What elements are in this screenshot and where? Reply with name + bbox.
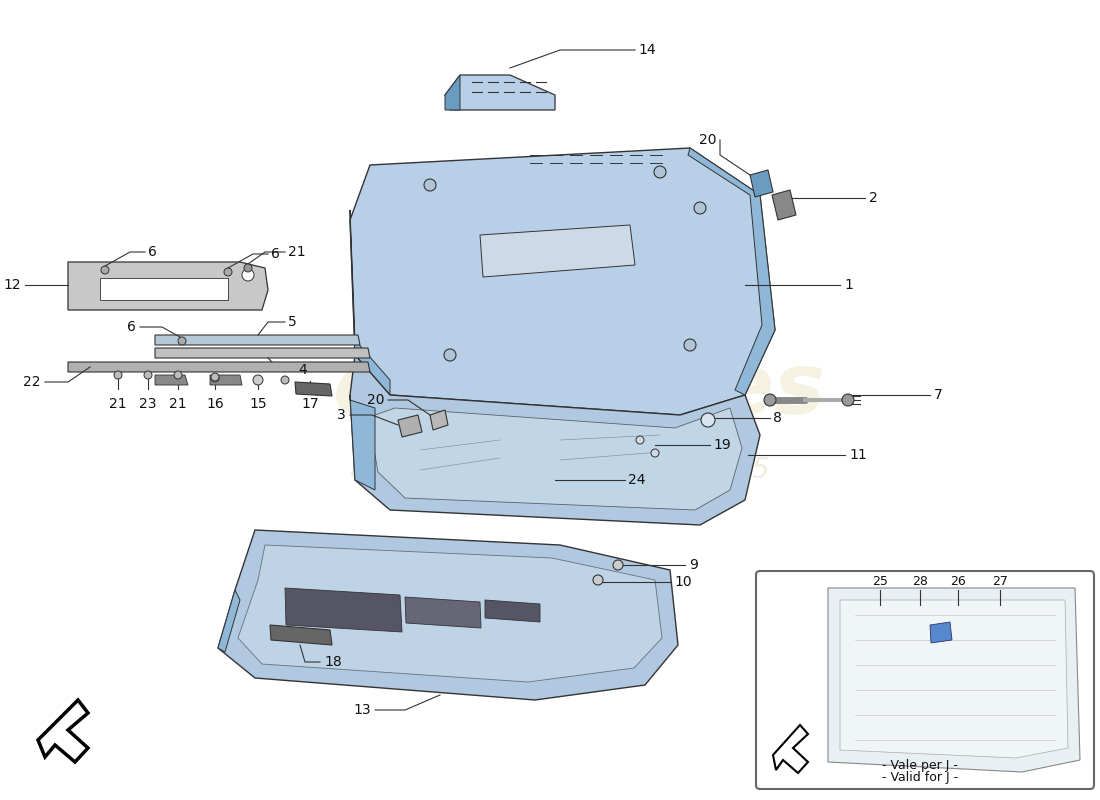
- Polygon shape: [285, 588, 402, 632]
- Circle shape: [684, 339, 696, 351]
- Polygon shape: [155, 375, 188, 385]
- Polygon shape: [372, 408, 742, 510]
- Text: 14: 14: [638, 43, 656, 57]
- Circle shape: [651, 449, 659, 457]
- Text: 13: 13: [353, 703, 371, 717]
- Polygon shape: [218, 530, 678, 700]
- Text: 6: 6: [271, 247, 279, 261]
- Polygon shape: [350, 148, 776, 415]
- Circle shape: [178, 337, 186, 345]
- Text: 20: 20: [698, 133, 716, 147]
- Circle shape: [114, 371, 122, 379]
- Polygon shape: [100, 278, 228, 300]
- Polygon shape: [68, 362, 370, 372]
- Text: 21: 21: [169, 397, 187, 411]
- Text: - Valid for J -: - Valid for J -: [882, 771, 958, 785]
- Text: 6: 6: [148, 245, 157, 259]
- Text: 9: 9: [689, 558, 697, 572]
- Circle shape: [211, 374, 219, 382]
- Text: 21: 21: [109, 397, 126, 411]
- Text: 11: 11: [849, 448, 867, 462]
- Polygon shape: [750, 170, 773, 197]
- Polygon shape: [485, 600, 540, 622]
- Polygon shape: [350, 210, 390, 395]
- Text: europares: europares: [333, 349, 826, 431]
- Polygon shape: [480, 225, 635, 277]
- Text: a passion for parts since 1985: a passion for parts since 1985: [350, 456, 770, 484]
- Polygon shape: [39, 700, 88, 762]
- Polygon shape: [840, 600, 1068, 758]
- Circle shape: [244, 264, 252, 272]
- Polygon shape: [238, 545, 662, 682]
- Polygon shape: [295, 382, 332, 396]
- Text: 3: 3: [338, 408, 346, 422]
- Circle shape: [444, 349, 456, 361]
- Circle shape: [636, 436, 644, 444]
- Polygon shape: [688, 148, 776, 395]
- Polygon shape: [772, 190, 796, 220]
- Text: 6: 6: [128, 320, 136, 334]
- Polygon shape: [430, 410, 448, 430]
- Circle shape: [654, 166, 666, 178]
- Circle shape: [253, 375, 263, 385]
- Text: 5: 5: [288, 315, 297, 329]
- Circle shape: [280, 376, 289, 384]
- Polygon shape: [930, 622, 952, 643]
- Polygon shape: [155, 335, 360, 345]
- Text: 20: 20: [366, 393, 384, 407]
- Polygon shape: [446, 75, 460, 110]
- Text: 28: 28: [912, 575, 928, 588]
- Polygon shape: [398, 415, 422, 437]
- FancyBboxPatch shape: [756, 571, 1094, 789]
- Text: 25: 25: [872, 575, 888, 588]
- Text: 17: 17: [301, 397, 319, 411]
- Polygon shape: [350, 395, 375, 490]
- Circle shape: [424, 179, 436, 191]
- Text: - Vale per J -: - Vale per J -: [882, 759, 958, 773]
- Polygon shape: [68, 262, 268, 310]
- Circle shape: [593, 575, 603, 585]
- Polygon shape: [210, 375, 242, 385]
- Polygon shape: [828, 588, 1080, 772]
- Circle shape: [242, 269, 254, 281]
- Text: 7: 7: [934, 388, 943, 402]
- Text: 15: 15: [250, 397, 267, 411]
- Circle shape: [101, 266, 109, 274]
- Text: 16: 16: [206, 397, 224, 411]
- Text: 2: 2: [869, 191, 878, 205]
- Text: 19: 19: [713, 438, 730, 452]
- Circle shape: [764, 394, 776, 406]
- Text: 1: 1: [844, 278, 852, 292]
- Text: 12: 12: [3, 278, 21, 292]
- Text: 10: 10: [674, 575, 692, 589]
- Text: 22: 22: [23, 375, 41, 389]
- Circle shape: [694, 202, 706, 214]
- Text: 4: 4: [298, 363, 307, 377]
- Text: 23: 23: [140, 397, 156, 411]
- Circle shape: [174, 371, 182, 379]
- Circle shape: [842, 394, 854, 406]
- Circle shape: [613, 560, 623, 570]
- Polygon shape: [270, 625, 332, 645]
- Polygon shape: [155, 348, 370, 358]
- Polygon shape: [405, 597, 481, 628]
- Circle shape: [144, 371, 152, 379]
- Text: 24: 24: [628, 473, 646, 487]
- Polygon shape: [218, 590, 240, 652]
- Text: 18: 18: [324, 655, 342, 669]
- Polygon shape: [446, 75, 556, 110]
- Circle shape: [224, 268, 232, 276]
- Text: 26: 26: [950, 575, 966, 588]
- Text: 8: 8: [773, 411, 782, 425]
- Text: 21: 21: [288, 245, 306, 259]
- Text: 27: 27: [992, 575, 1008, 588]
- Circle shape: [701, 413, 715, 427]
- Circle shape: [211, 373, 219, 381]
- Polygon shape: [350, 355, 760, 525]
- Polygon shape: [773, 725, 808, 773]
